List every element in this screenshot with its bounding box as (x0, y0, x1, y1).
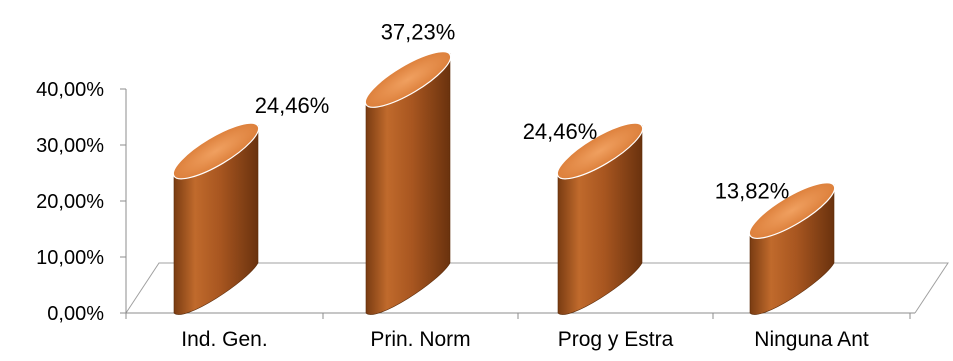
category-label: Ind. Gen. (181, 328, 267, 351)
bars (172, 51, 836, 315)
data-labels: 24,46% 37,23% 24,46% 13,82% (255, 20, 790, 204)
y-tick-label: 30,00% (36, 135, 104, 157)
bar-top (172, 122, 260, 180)
data-label: 13,82% (715, 179, 790, 204)
bar-cylinder (172, 122, 260, 315)
floor-plane (125, 262, 949, 314)
chart-floor (125, 262, 949, 314)
y-tick-label: 0,00% (47, 303, 104, 325)
bar-cylinder (748, 182, 836, 315)
category-label: Prin. Norm (370, 328, 470, 351)
y-tick-label: 20,00% (36, 191, 104, 213)
bar-top (748, 182, 836, 239)
y-tick-label: 40,00% (36, 79, 104, 101)
data-label: 24,46% (255, 93, 330, 118)
bar-top (556, 122, 644, 180)
category-label: Ninguna Ant (754, 328, 869, 351)
bar-top (364, 51, 452, 108)
y-tick-label: 10,00% (36, 247, 104, 269)
x-axis-labels: Ind. Gen. Prin. Norm Prog y Estra Ninguna A… (181, 328, 869, 351)
data-label: 24,46% (523, 119, 598, 144)
bar-cylinder (364, 51, 452, 315)
data-label: 37,23% (381, 20, 456, 45)
bar-cylinder (556, 122, 644, 315)
category-label: Prog y Estra (558, 328, 674, 351)
y-axis: 0,00% 10,00% 20,00% 30,00% 40,00% (36, 79, 911, 325)
